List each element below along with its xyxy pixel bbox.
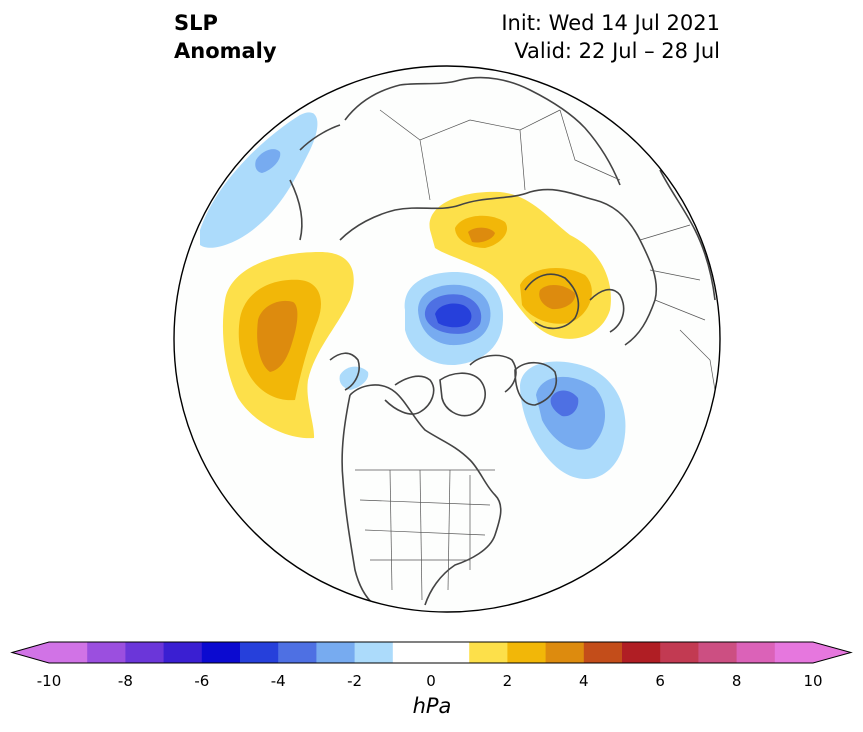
colorbar-tick-label: 8	[731, 672, 742, 690]
globe-boundary	[173, 65, 721, 613]
colorbar-segment	[278, 642, 317, 663]
colorbar-extend-min	[12, 642, 49, 663]
colorbar-tick-label: -2	[347, 672, 363, 690]
borders	[355, 109, 716, 601]
colorbar-tick-label: -10	[36, 672, 62, 690]
colorbar-segment	[125, 642, 165, 663]
colorbar-segment	[583, 642, 623, 663]
colorbar-tick-label: 0	[426, 672, 436, 690]
anomaly-ne-pacific-high	[222, 252, 354, 439]
colorbar-tick-label: 6	[655, 672, 665, 690]
colorbar-segment	[240, 642, 279, 663]
coastlines	[289, 76, 716, 612]
colorbar-tick-label: 10	[803, 672, 823, 690]
map-title: SLP Anomaly	[174, 9, 277, 65]
init-date: Init: Wed 14 Jul 2021	[501, 11, 720, 35]
colorbar-segment	[316, 642, 356, 663]
colorbar-segment	[431, 642, 470, 663]
globe-disk	[174, 66, 720, 612]
colorbar-segment	[622, 642, 661, 663]
colorbar-segment	[163, 642, 203, 663]
colorbar	[10, 641, 853, 664]
title-line-1: SLP	[174, 11, 218, 35]
anomaly-arctic-low	[404, 272, 504, 366]
colorbar-tick-label: -8	[117, 672, 133, 690]
anomaly-north-atlantic-low	[520, 361, 626, 480]
colorbar-tick-label: -6	[194, 672, 210, 690]
colorbar-segment	[87, 642, 126, 663]
colorbar-extend-max	[813, 642, 851, 663]
colorbar-unit: hPa	[412, 694, 452, 718]
colorbar-segment	[49, 642, 88, 663]
colorbar-outline	[10, 641, 853, 664]
colorbar-tick-label: -4	[270, 672, 286, 690]
colorbar-segment	[201, 642, 241, 663]
anomaly-eurasia-high	[429, 191, 611, 339]
colorbar-tick-label: 4	[579, 672, 589, 690]
valid-range: Valid: 22 Jul – 28 Jul	[514, 39, 720, 63]
colorbar-segment	[469, 642, 508, 663]
colorbar-segment	[545, 642, 585, 663]
colorbar-segment	[774, 642, 814, 663]
forecast-info: Init: Wed 14 Jul 2021 Valid: 22 Jul – 28…	[501, 9, 720, 65]
colorbar-segment	[660, 642, 699, 663]
colorbar-segment	[507, 642, 547, 663]
title-line-2: Anomaly	[174, 39, 277, 63]
colorbar-segment	[736, 642, 776, 663]
anomaly-north-pacific-low	[200, 112, 369, 390]
colorbar-segment	[354, 642, 394, 663]
colorbar-segment	[698, 642, 738, 663]
colorbar-tick-label: 2	[502, 672, 513, 690]
colorbar-segment	[392, 642, 432, 663]
